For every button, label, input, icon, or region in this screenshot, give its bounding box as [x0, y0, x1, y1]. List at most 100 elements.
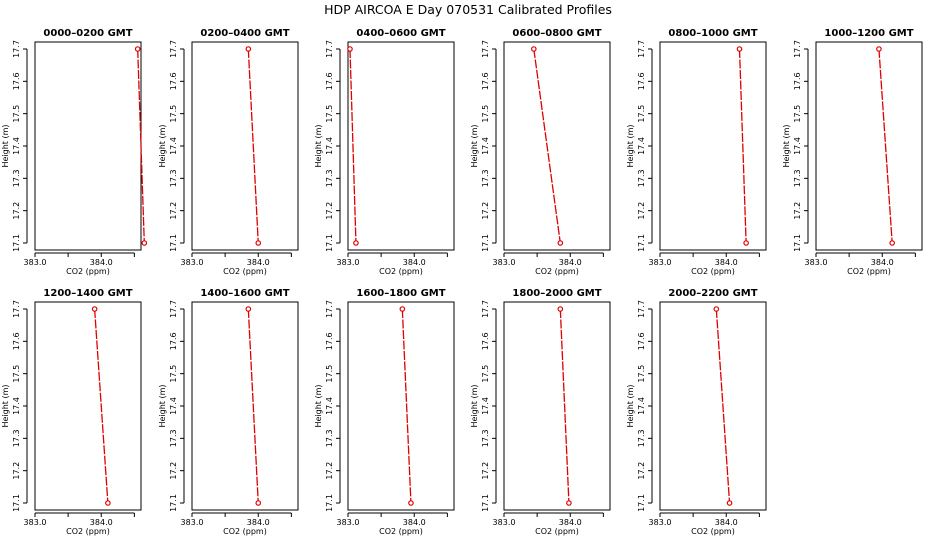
x-tick-label: 383.0: [493, 518, 516, 527]
y-axis-label: Height (m): [158, 384, 167, 427]
y-tick-label: 17.2: [12, 462, 21, 480]
data-point: [726, 500, 733, 506]
data-point: [91, 306, 98, 312]
y-tick-label: 17.2: [481, 202, 490, 220]
series-line: [715, 308, 731, 504]
panel: 0200–0400 GMT 17.1 17.2 17.3 17.4 17.5 17.6 17.…: [158, 28, 299, 276]
y-tick-label: 17.1: [637, 234, 646, 252]
y-tick-label: 17.3: [169, 169, 178, 187]
panel: 0800–1000 GMT 17.1 17.2 17.3 17.4 17.5 17.6 17.…: [626, 28, 767, 276]
y-tick-label: 17.1: [169, 494, 178, 512]
data-point: [255, 500, 262, 506]
x-axis-label: CO2 (ppm): [379, 527, 423, 536]
x-tick-label: 384.0: [559, 258, 582, 267]
x-tick-label: 384.0: [871, 258, 894, 267]
plot-frame: [191, 41, 299, 251]
y-tick-label: 17.2: [12, 202, 21, 220]
data-point: [353, 240, 359, 246]
y-tick-label: 17.1: [325, 494, 334, 512]
y-tick-label: 17.3: [637, 429, 646, 447]
plot-frame: [659, 301, 767, 511]
data-point: [736, 46, 743, 52]
panel-title: 2000–2200 GMT: [668, 288, 757, 299]
chart-title: HDP AIRCOA E Day 070531 Calibrated Profi…: [324, 2, 612, 17]
x-axis-label: CO2 (ppm): [379, 267, 423, 276]
panel-grid: 0000–0200 GMT 17.1 17.2 17.3 17.4 17.5 17.6 17.…: [1, 28, 923, 536]
y-tick-label: 17.4: [12, 397, 21, 415]
y-tick-label: 17.3: [12, 429, 21, 447]
y-tick-label: 17.5: [169, 105, 178, 123]
series-line: [401, 308, 412, 504]
y-tick-label: 17.6: [325, 72, 334, 90]
series-line: [738, 48, 747, 244]
x-tick-label: 383.0: [337, 258, 360, 267]
y-tick-label: 17.6: [169, 332, 178, 350]
x-tick-label: 383.0: [24, 518, 47, 527]
x-tick-label: 383.0: [181, 258, 204, 267]
series-line: [533, 48, 561, 244]
y-tick-label: 17.1: [481, 494, 490, 512]
y-tick-label: 17.1: [169, 234, 178, 252]
y-tick-label: 17.4: [793, 137, 802, 155]
y-tick-label: 17.6: [12, 332, 21, 350]
y-tick-label: 17.3: [169, 429, 178, 447]
panel-title: 0200–0400 GMT: [200, 28, 289, 39]
panel-title: 0400–0600 GMT: [356, 28, 445, 39]
y-tick-label: 17.6: [637, 332, 646, 350]
panel-title: 1200–1400 GMT: [43, 288, 132, 299]
y-tick-label: 17.5: [12, 365, 21, 383]
y-tick-label: 17.7: [12, 300, 21, 318]
panel-title: 0600–0800 GMT: [512, 28, 601, 39]
data-point: [399, 306, 406, 312]
plot-frame: [503, 41, 611, 251]
y-axis-label: Height (m): [626, 384, 635, 427]
y-tick-label: 17.4: [169, 137, 178, 155]
y-tick-label: 17.5: [12, 105, 21, 123]
data-point: [566, 500, 572, 506]
y-tick-label: 17.6: [481, 332, 490, 350]
panel: 1600–1800 GMT 17.1 17.2 17.3 17.4 17.5 17.6 17.…: [314, 288, 455, 536]
data-point: [713, 306, 720, 312]
panel: 0400–0600 GMT 17.1 17.2 17.3 17.4 17.5 17.6 17.…: [314, 28, 455, 276]
y-tick-label: 17.5: [793, 105, 802, 123]
data-point: [141, 240, 148, 246]
series-line: [247, 48, 259, 244]
y-tick-label: 17.5: [325, 105, 334, 123]
y-tick-label: 17.4: [481, 397, 490, 415]
y-tick-label: 17.2: [637, 202, 646, 220]
series-line: [559, 308, 570, 504]
y-tick-label: 17.7: [793, 40, 802, 58]
panel-title: 1400–1600 GMT: [200, 288, 289, 299]
y-tick-label: 17.3: [637, 169, 646, 187]
x-axis-label: CO2 (ppm): [691, 527, 735, 536]
plot-frame: [34, 41, 142, 251]
x-tick-label: 383.0: [649, 518, 672, 527]
panel-title: 1800–2000 GMT: [512, 288, 601, 299]
x-axis-label: CO2 (ppm): [223, 527, 267, 536]
plot-frame: [815, 41, 923, 251]
y-axis-label: Height (m): [626, 124, 635, 167]
panel: 1200–1400 GMT 17.1 17.2 17.3 17.4 17.5 17.6 17.…: [1, 288, 142, 536]
data-point: [557, 306, 564, 312]
y-tick-label: 17.6: [481, 72, 490, 90]
y-tick-label: 17.1: [12, 234, 21, 252]
x-tick-label: 384.0: [403, 518, 426, 527]
y-tick-label: 17.5: [637, 365, 646, 383]
y-tick-label: 17.2: [169, 462, 178, 480]
series-line: [247, 308, 259, 504]
y-tick-label: 17.1: [325, 234, 334, 252]
x-axis-label: CO2 (ppm): [535, 527, 579, 536]
x-tick-label: 384.0: [90, 258, 113, 267]
x-tick-label: 383.0: [181, 518, 204, 527]
x-tick-label: 383.0: [24, 258, 47, 267]
data-point: [245, 306, 252, 312]
y-tick-label: 17.1: [12, 494, 21, 512]
y-tick-label: 17.7: [169, 300, 178, 318]
y-tick-label: 17.5: [637, 105, 646, 123]
data-point: [255, 240, 262, 246]
x-tick-label: 384.0: [715, 518, 738, 527]
x-axis-label: CO2 (ppm): [66, 527, 110, 536]
y-tick-label: 17.3: [12, 169, 21, 187]
y-tick-label: 17.3: [325, 169, 334, 187]
